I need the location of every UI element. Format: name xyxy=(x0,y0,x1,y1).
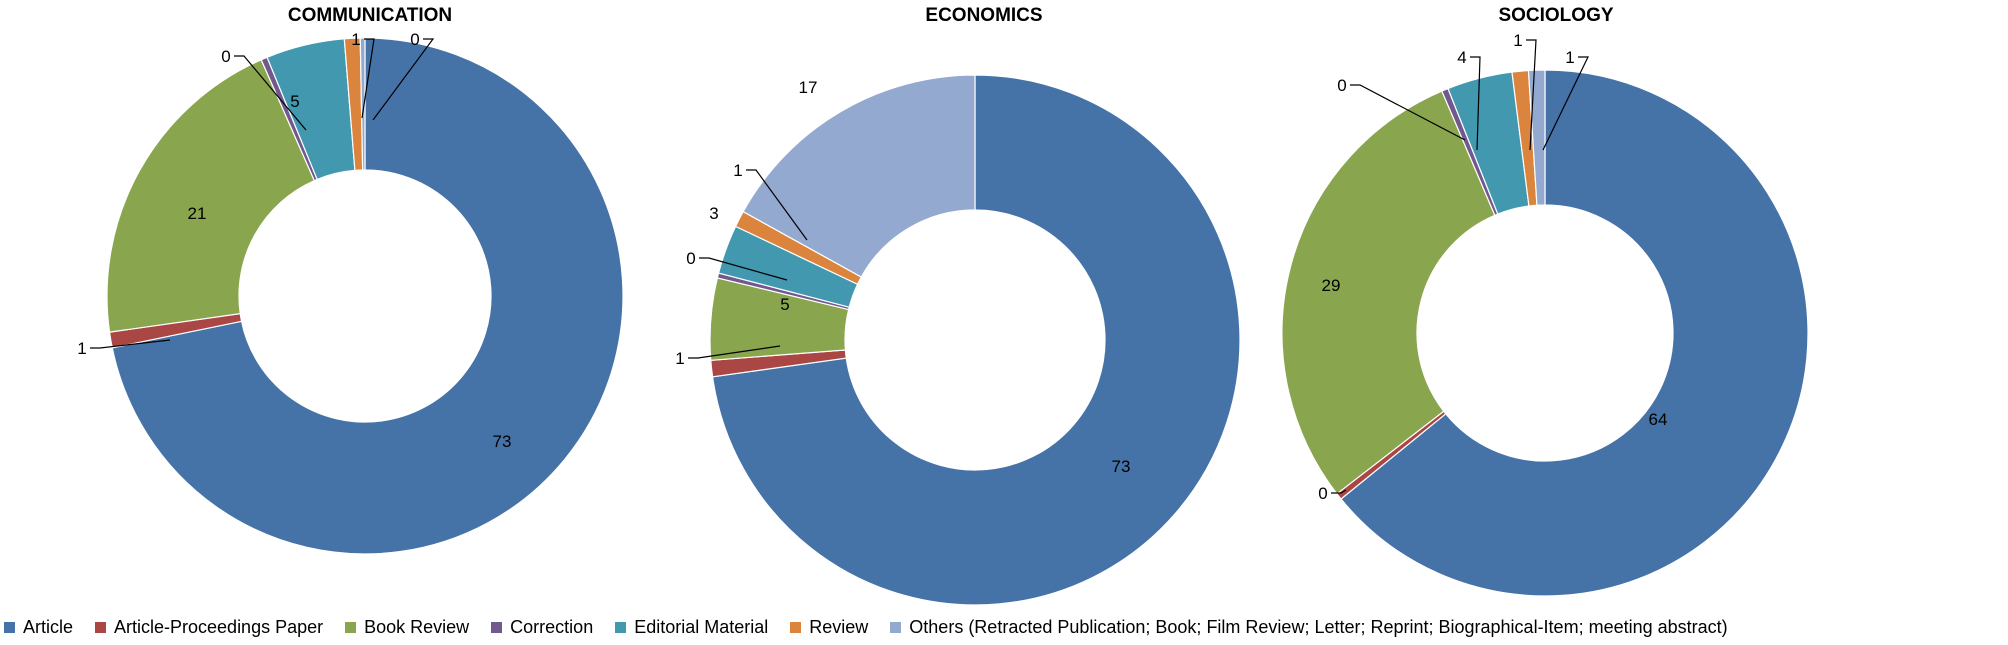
chart-title: COMMUNICATION xyxy=(288,5,452,26)
legend-label: Article-Proceedings Paper xyxy=(114,616,324,637)
data-label: 5 xyxy=(290,92,299,111)
leader-line xyxy=(1542,56,1589,151)
leader-line xyxy=(234,55,307,131)
slice-article xyxy=(111,37,624,555)
legend-label: Article xyxy=(23,616,74,637)
data-label: 73 xyxy=(1112,457,1131,476)
data-label: 1 xyxy=(77,339,86,358)
data-label: 1 xyxy=(733,161,742,180)
leader-line xyxy=(361,38,375,119)
slice-others-retracted-publication-book-film-r xyxy=(359,37,366,171)
leader-line xyxy=(1470,56,1481,151)
legend-swatch xyxy=(491,621,503,633)
legend-item-article: Article xyxy=(4,617,73,638)
leader-line xyxy=(699,257,788,281)
data-label: 29 xyxy=(1322,276,1341,295)
data-label: 0 xyxy=(410,30,419,49)
legend-label: Others (Retracted Publication; Book; Fil… xyxy=(909,616,1728,637)
legend-label: Review xyxy=(809,616,869,637)
data-label: 4 xyxy=(1457,48,1466,67)
leader-line xyxy=(90,339,171,349)
chart-economics: ECONOMICS 73 1 5 0 3 1 17 xyxy=(675,5,1241,606)
data-label: 73 xyxy=(493,432,512,451)
data-label: 5 xyxy=(780,295,789,314)
legend-item-review: Review xyxy=(790,617,868,638)
slice-book-review xyxy=(106,58,316,333)
legend-item-correction: Correction xyxy=(491,617,593,638)
slice-book-review xyxy=(1281,90,1496,495)
legend-swatch xyxy=(790,621,802,633)
legend-item-book-review: Book Review xyxy=(345,617,469,638)
legend-label: Book Review xyxy=(364,616,470,637)
chart-sociology: SOCIOLOGY 64 0 29 0 4 1 1 xyxy=(1281,5,1809,597)
legend-swatch xyxy=(95,621,107,633)
data-label: 0 xyxy=(686,249,695,268)
leader-line xyxy=(1526,39,1537,151)
data-label: 0 xyxy=(221,47,230,66)
legend-item-others: Others (Retracted Publication; Book; Fil… xyxy=(890,616,1728,638)
data-label: 0 xyxy=(1337,76,1346,95)
legend-label: Editorial Material xyxy=(634,616,769,637)
leader-line xyxy=(688,345,781,359)
legend-swatch xyxy=(615,621,627,633)
legend-item-article-proceedings-paper: Article-Proceedings Paper xyxy=(95,617,323,638)
leader-line xyxy=(1331,489,1347,494)
slice-article xyxy=(1340,69,1809,597)
data-label: 0 xyxy=(1318,484,1327,503)
data-label: 1 xyxy=(675,349,684,368)
leader-line xyxy=(372,38,435,121)
data-label: 64 xyxy=(1649,410,1668,429)
chart-title: ECONOMICS xyxy=(925,5,1042,26)
legend-label: Correction xyxy=(510,616,594,637)
legend-item-editorial-material: Editorial Material xyxy=(615,617,768,638)
data-label: 3 xyxy=(709,204,718,223)
data-label: 21 xyxy=(188,204,207,223)
chart-title: SOCIOLOGY xyxy=(1498,5,1613,26)
data-label: 1 xyxy=(1513,31,1522,50)
data-label: 17 xyxy=(799,78,818,97)
data-label: 1 xyxy=(351,30,360,49)
slice-others-retracted-publication-book-film-r xyxy=(742,74,976,278)
legend-swatch xyxy=(4,621,15,633)
leader-line xyxy=(1350,84,1466,141)
leader-line xyxy=(746,169,808,241)
slice-article xyxy=(711,74,1241,606)
data-label: 1 xyxy=(1565,48,1574,67)
legend-swatch xyxy=(345,621,357,633)
legend-swatch xyxy=(890,621,902,633)
legend: Article Article-Proceedings Paper Book R… xyxy=(0,612,2008,642)
